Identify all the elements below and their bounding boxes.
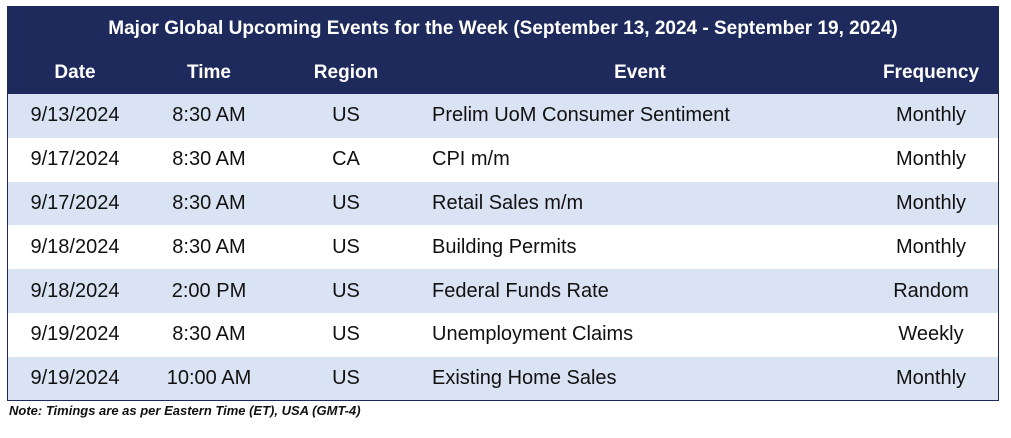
cell-region: US <box>332 104 360 127</box>
column-header-date: Date <box>54 61 96 83</box>
table-row: 9/19/2024 8:30 AM US Unemployment Claims… <box>8 312 998 357</box>
cell-region: US <box>332 323 360 346</box>
table-footnote: Note: Timings are as per Eastern Time (E… <box>9 403 361 418</box>
cell-frequency: Monthly <box>895 191 967 214</box>
cell-region: US <box>332 191 360 214</box>
cell-date: 9/13/2024 <box>30 104 120 127</box>
cell-frequency: Monthly <box>895 148 967 171</box>
cell-frequency: Monthly <box>895 235 967 258</box>
cell-date: 9/17/2024 <box>30 191 120 214</box>
cell-event: Federal Funds Rate <box>432 279 609 302</box>
column-header-time: Time <box>186 61 231 83</box>
table-header: Major Global Upcoming Events for the Wee… <box>8 7 998 94</box>
table-row: 9/17/2024 8:30 AM US Retail Sales m/m Mo… <box>8 181 998 226</box>
events-table: Major Global Upcoming Events for the Wee… <box>7 6 999 401</box>
column-header-event: Event <box>614 61 666 83</box>
cell-region: US <box>332 235 360 258</box>
cell-date: 9/19/2024 <box>30 367 120 390</box>
cell-event: Existing Home Sales <box>432 367 617 390</box>
cell-region: US <box>332 367 360 390</box>
cell-date: 9/19/2024 <box>30 323 120 346</box>
cell-event: Prelim UoM Consumer Sentiment <box>432 104 730 127</box>
cell-frequency: Monthly <box>895 104 967 127</box>
table-row: 9/17/2024 8:30 AM CA CPI m/m Monthly <box>8 137 998 182</box>
table-row: 9/18/2024 8:30 AM US Building Permits Mo… <box>8 225 998 270</box>
cell-frequency: Random <box>893 279 969 302</box>
cell-time: 8:30 AM <box>172 148 246 171</box>
cell-date: 9/18/2024 <box>30 279 120 302</box>
table-row: 9/18/2024 2:00 PM US Federal Funds Rate … <box>8 269 998 313</box>
cell-frequency: Monthly <box>895 367 967 390</box>
cell-event: Building Permits <box>432 235 577 258</box>
cell-frequency: Weekly <box>898 323 964 346</box>
column-header-frequency: Frequency <box>882 61 980 83</box>
table-row: 9/19/2024 10:00 AM US Existing Home Sale… <box>8 356 998 400</box>
cell-time: 8:30 AM <box>172 323 246 346</box>
cell-time: 8:30 AM <box>172 191 246 214</box>
cell-event: Unemployment Claims <box>432 323 634 346</box>
column-headers: Date Time Region Event Frequency <box>8 51 998 94</box>
cell-time: 10:00 AM <box>166 367 252 390</box>
table-title: Major Global Upcoming Events for the Wee… <box>108 18 898 39</box>
table-row: 9/13/2024 8:30 AM US Prelim UoM Consumer… <box>8 94 998 138</box>
cell-region: US <box>332 279 360 302</box>
cell-date: 9/17/2024 <box>30 148 120 171</box>
cell-event: CPI m/m <box>432 148 510 171</box>
column-header-region: Region <box>313 61 379 83</box>
cell-time: 8:30 AM <box>172 104 246 127</box>
cell-time: 8:30 AM <box>172 235 246 258</box>
cell-event: Retail Sales m/m <box>432 191 584 214</box>
cell-time: 2:00 PM <box>171 279 247 302</box>
cell-region: CA <box>332 148 360 171</box>
cell-date: 9/18/2024 <box>30 235 120 258</box>
